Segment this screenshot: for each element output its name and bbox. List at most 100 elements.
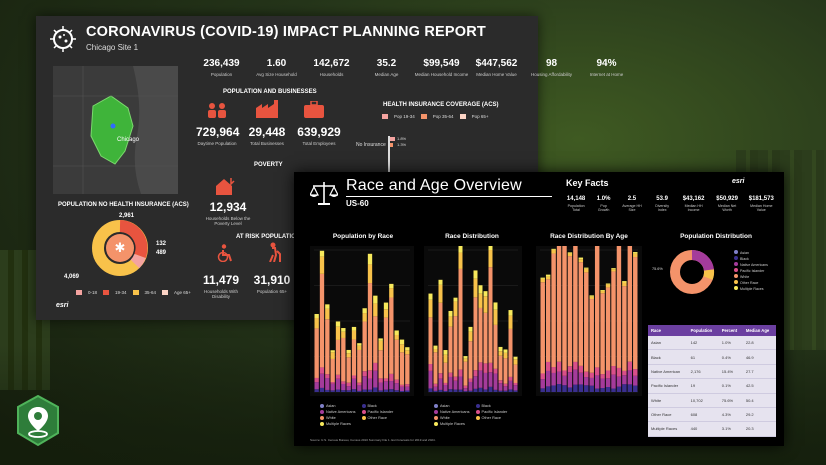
bar-segment [551,367,556,373]
bar-segment [622,282,627,287]
key-fact: $50,929 Median Net Worth [716,196,739,212]
bar-segment [463,385,468,389]
bar-segment [483,363,488,373]
key-fact: $181,573 Median Home Value [749,196,774,212]
table-row: Pacific Islander 19 0.1% 42.5 [648,378,776,394]
bar-segment [346,386,351,391]
bar-segment [488,267,493,363]
bar-segment [600,374,605,379]
column-header: Percent [718,325,743,336]
poverty-stat: 12,934 Households Below the Poverty Level [204,200,252,226]
bar-segment [389,288,394,298]
bar-segment [611,366,616,375]
legend-item: Multiple Races [434,422,470,426]
bar-segment [357,385,362,391]
bar-segment [605,283,611,285]
bar-segment [438,279,443,285]
location-app-icon[interactable] [16,395,60,447]
site-map[interactable]: Chicago [53,66,178,194]
bar-segment [405,350,410,355]
stat-value: 31,910 [253,273,291,287]
bar-segment [346,353,351,358]
legend-label: Pop 35-64 [432,114,454,119]
bar-segment [458,369,463,377]
bar-segment [483,372,488,390]
bar-segment [508,376,513,381]
stat-value: 29,448 [248,125,286,139]
panel-title-race-by-age: Race Distribution By Age [550,233,628,240]
stat-item: 142,672 Households [304,58,359,77]
bar-segment [341,390,346,392]
bar-segment [383,389,389,392]
bar-segment [433,383,438,387]
bar-segment [367,389,373,392]
bar-segment [325,308,330,320]
donut-slice-19-34 [119,220,148,259]
bar-segment [545,361,551,371]
panel-title-race-distribution: Race Distribution [445,233,499,240]
bar-segment [438,373,443,379]
stat-label: Households With Disability [203,289,239,299]
table-cell: 29.2 [742,407,776,423]
bar-segment [545,274,551,277]
elderly-icon [269,242,281,262]
table-row: Asian 142 1.0% 22.8 [648,336,776,351]
donut-label-top: 2,961 [119,213,135,219]
bar-segment [513,385,518,391]
stat-value: 236,439 [203,58,240,69]
bar-segment [488,246,493,251]
bar-pop-19-34 [390,137,395,141]
bar-segment [443,385,448,391]
bar-segment [443,350,448,355]
table-cell: Asian [648,336,688,351]
bar-segment [567,253,573,257]
bar-segment [556,361,562,372]
bar-segment [473,376,478,389]
table-row: Multiple Races 440 3.1% 20.3 [648,421,776,437]
table-row: Other Race 608 4.3% 29.2 [648,407,776,423]
donut-percent-label: 75.6% [652,267,663,271]
bar-segment [448,389,453,392]
bar-segment [389,283,394,289]
bar-segment [394,339,399,380]
bar-segment [373,370,378,388]
bar-segment [478,362,483,371]
bar-segment [399,386,405,392]
stat-item: 1.60 Avg Size Household [249,58,304,77]
race-age-overview[interactable]: Race and Age Overview US-60 Key Facts es… [294,172,784,446]
bar-segment [573,384,578,392]
table-row: Black 61 0.4% 46.9 [648,349,776,365]
table-cell: 42.5 [742,378,776,394]
chart-race-by-age[interactable] [536,246,642,396]
bar-segment [584,371,589,378]
bar-segment [498,390,503,392]
bar-segment [508,389,513,392]
bar-segment [589,296,594,300]
title-underline [346,196,552,197]
bar-segment [335,389,341,392]
bar-segment [545,276,551,280]
chart-race-distribution[interactable] [424,246,522,396]
stat-label: Avg Size Household [256,72,297,77]
no-health-donut-chart[interactable]: ✱ [90,218,150,278]
bar-segment [346,349,351,354]
bar-segment [428,364,433,371]
bar-segment [428,293,433,300]
bar-segment [433,348,438,353]
legend-label: Asian [740,251,749,255]
bar-segment [611,268,616,270]
bar-segment [346,382,351,387]
key-fact-value: $43,162 [682,196,705,202]
bar-segment [483,389,488,392]
bar-segment [453,380,458,390]
table-cell: 0.4% [718,349,743,365]
bar-segment [319,367,325,374]
bar-segment [389,373,394,382]
key-fact: 14,148 Population Total [566,196,586,212]
bar-segment [367,370,373,379]
table-header-row: Race Population Percent Median Age [648,325,776,336]
legend-label: Black [740,257,749,261]
pop-distribution-donut[interactable] [666,246,718,298]
esri-logo: esri [56,302,69,309]
chart-pop-by-race[interactable] [310,246,414,396]
